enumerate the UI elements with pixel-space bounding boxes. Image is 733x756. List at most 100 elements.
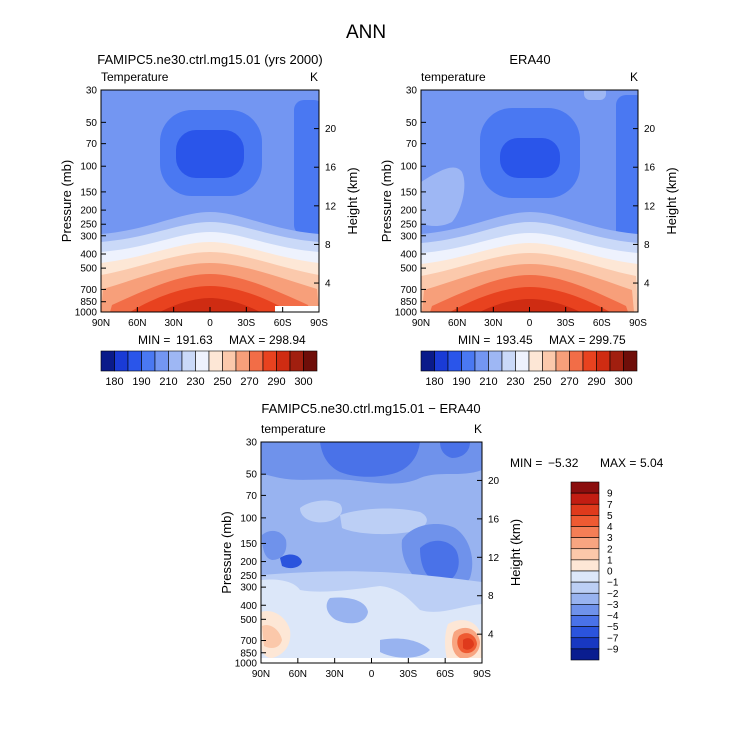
- colorbar-label: 190: [132, 376, 150, 388]
- colorbar-swatch: [569, 350, 584, 372]
- colorbar-swatch: [303, 350, 318, 372]
- y-tick-label: 30: [86, 86, 98, 97]
- x-tick-label: 60N: [128, 318, 146, 329]
- y-tick-label: 400: [400, 249, 417, 260]
- colorbar-swatch: [222, 350, 237, 372]
- field-band: [275, 306, 319, 312]
- field-band: [320, 442, 420, 477]
- x-tick-label: 90S: [473, 669, 491, 680]
- y-tick-label: 300: [80, 231, 97, 242]
- y-tick-label: 500: [240, 615, 257, 626]
- era40-max-label: MAX =: [549, 333, 585, 347]
- colorbar-swatch: [276, 350, 291, 372]
- x-tick-label: 30S: [237, 318, 255, 329]
- colorbar-swatch: [208, 350, 223, 372]
- field-band: [261, 579, 482, 663]
- colorbar-label: 300: [614, 376, 632, 388]
- y-tick-label: 850: [240, 648, 257, 659]
- field-band: [262, 624, 282, 648]
- colorbar-swatch: [570, 515, 600, 527]
- model-max-value: 298.94: [269, 333, 306, 347]
- y-tick-label: 500: [80, 264, 97, 275]
- panel-difference-units: K: [474, 422, 482, 436]
- y-tick-label: 30: [246, 438, 258, 449]
- colorbar-swatch: [570, 548, 600, 561]
- field-band: [463, 638, 474, 650]
- colorbar-swatch: [570, 481, 600, 494]
- y-tick-label: 1000: [75, 308, 98, 319]
- panel-model-subtitle: Temperature: [101, 70, 169, 84]
- y-axis-title: Pressure (mb): [59, 160, 74, 242]
- colorbar-swatch: [528, 350, 543, 372]
- colorbar-label: 290: [587, 376, 605, 388]
- figure-title: ANN: [346, 22, 386, 43]
- colorbar-label: 9: [607, 489, 613, 500]
- y-tick-label: 400: [240, 601, 257, 612]
- colorbar-swatch: [289, 350, 304, 372]
- y2-tick-label: 4: [325, 279, 331, 290]
- field-band: [420, 540, 459, 583]
- y2-tick-label: 16: [325, 163, 337, 174]
- y-tick-label: 500: [400, 264, 417, 275]
- field-band: [262, 530, 287, 560]
- colorbar-label: 210: [479, 376, 497, 388]
- colorbar-swatch: [501, 350, 516, 372]
- panel-model-units: K: [310, 70, 318, 84]
- model-min-value: 191.63: [176, 333, 213, 347]
- y2-tick-label: 12: [325, 201, 337, 212]
- field-band: [500, 138, 560, 178]
- y-tick-label: 850: [80, 297, 97, 308]
- colorbar-swatch: [249, 350, 264, 372]
- y-tick-label: 300: [400, 231, 417, 242]
- difference-field: [261, 442, 482, 663]
- x-tick-label: 90N: [92, 318, 110, 329]
- model-min-label: MIN =: [138, 333, 170, 347]
- x-tick-label: 90N: [252, 669, 270, 680]
- era40-field: [421, 90, 638, 312]
- colorbar-swatch: [181, 350, 196, 372]
- colorbar-label: 210: [159, 376, 177, 388]
- difference-axes: 90N 60N 30N 0 30S 60S 90S 30 50 70 100 150 200 250300…: [219, 438, 523, 681]
- y-tick-label: 700: [80, 285, 97, 296]
- era40-colorbar: 180 190 210 230 250 270 290 300: [420, 350, 638, 388]
- colorbar-label: 250: [533, 376, 551, 388]
- colorbar-swatch: [570, 559, 600, 572]
- colorbar-swatch: [515, 350, 530, 372]
- panel-era40-units: K: [630, 70, 638, 84]
- colorbar-swatch: [570, 615, 600, 627]
- colorbar-label: 190: [452, 376, 470, 388]
- x-tick-label: 60S: [593, 318, 611, 329]
- y2-tick-label: 20: [644, 124, 656, 135]
- colorbar-swatch: [570, 626, 600, 639]
- colorbar-swatch: [570, 537, 600, 550]
- y-tick-label: 150: [80, 187, 97, 198]
- y2-tick-label: 16: [644, 163, 656, 174]
- panel-era40: ERA40 temperature K 90N 60N 30N 0 30S 60S 90S 3…: [379, 52, 679, 388]
- colorbar-label: 300: [294, 376, 312, 388]
- x-tick-label: 0: [369, 669, 375, 680]
- field-band: [421, 167, 465, 226]
- x-tick-label: 60S: [436, 669, 454, 680]
- field-band: [584, 90, 606, 100]
- colorbar-swatch: [570, 570, 600, 583]
- colorbar-swatch: [461, 350, 476, 372]
- y-tick-label: 200: [80, 206, 97, 217]
- x-tick-label: 30N: [325, 669, 343, 680]
- colorbar-label: −2: [607, 589, 619, 600]
- y-axis-title: Pressure (mb): [219, 511, 234, 593]
- field-band: [340, 508, 427, 535]
- colorbar-label: 3: [607, 533, 613, 544]
- y-tick-label: 50: [86, 118, 98, 129]
- colorbar-swatch: [570, 648, 600, 661]
- y-tick-label: 150: [400, 187, 417, 198]
- colorbar-label: −1: [607, 578, 619, 589]
- colorbar-label: 270: [560, 376, 578, 388]
- panel-era40-subtitle: temperature: [421, 70, 486, 84]
- colorbar-label: 2: [607, 544, 613, 555]
- y-tick-label: 400: [80, 249, 97, 260]
- colorbar-swatch: [262, 350, 277, 372]
- field-band: [326, 597, 368, 624]
- y-tick-label: 250: [240, 571, 257, 582]
- era40-max-value: 299.75: [589, 333, 626, 347]
